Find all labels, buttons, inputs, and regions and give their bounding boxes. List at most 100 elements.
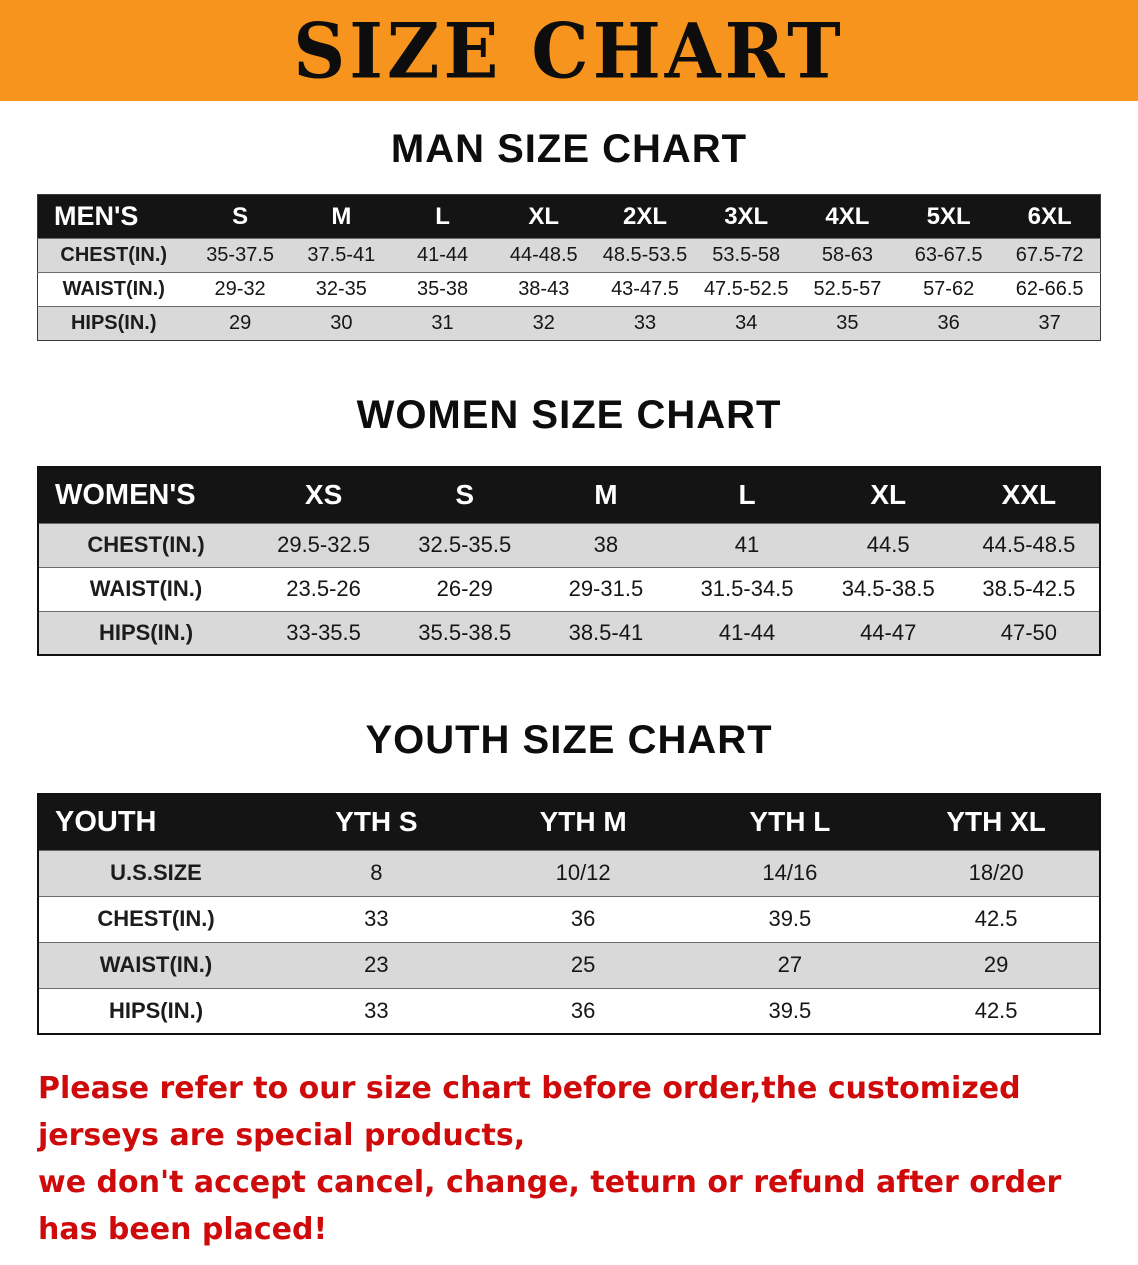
size-value: 41-44 xyxy=(676,610,818,655)
size-value: 29 xyxy=(893,941,1100,988)
table-row: U.S.SIZE 8 10/12 14/16 18/20 xyxy=(38,849,1100,896)
size-value: 44.5-48.5 xyxy=(958,522,1100,567)
women-size-table: WOMEN'S XS S M L XL XXL CHEST(IN.) 29.5-32.5 32.5… xyxy=(37,466,1101,656)
row-label: CHEST(IN.) xyxy=(37,238,190,273)
table-header-row: MEN'S S M L XL 2XL 3XL 4XL 5XL 6XL xyxy=(37,194,1101,239)
size-value: 23.5-26 xyxy=(253,566,395,611)
men-section-heading: MAN SIZE CHART xyxy=(390,127,748,171)
youth-section-heading: YOUTH SIZE CHART xyxy=(365,718,773,762)
size-value: 38 xyxy=(535,522,677,567)
size-column-header: 4XL xyxy=(796,194,899,239)
table-header-row: WOMEN'S XS S M L XL XXL xyxy=(38,467,1100,523)
size-value: 26-29 xyxy=(394,566,536,611)
size-column-header: YTH M xyxy=(479,794,687,850)
size-value: 33-35.5 xyxy=(253,610,395,655)
size-value: 33 xyxy=(273,895,480,942)
size-column-header: 5XL xyxy=(898,194,1000,239)
size-value: 36 xyxy=(479,987,687,1034)
size-value: 35-37.5 xyxy=(189,238,291,273)
size-value: 39.5 xyxy=(686,895,894,942)
banner: SIZE CHART xyxy=(0,0,1138,101)
size-value: 29-32 xyxy=(189,272,291,307)
size-column-header: L xyxy=(676,467,818,523)
size-value: 37 xyxy=(999,306,1101,341)
size-column-header: XL xyxy=(493,194,595,239)
size-value: 42.5 xyxy=(893,895,1100,942)
size-value: 38.5-41 xyxy=(535,610,677,655)
size-column-header: S xyxy=(394,467,536,523)
sections-container: MAN SIZE CHART MEN'S S M L XL 2XL 3XL 4XL 5XL 6XL C… xyxy=(0,127,1138,1035)
size-value: 8 xyxy=(273,849,480,896)
size-value: 67.5-72 xyxy=(999,238,1101,273)
table-row: WAIST(IN.) 29-32 32-35 35-38 38-43 43-47.5 47.… xyxy=(37,272,1101,307)
size-value: 29 xyxy=(189,306,291,341)
size-column-header: M xyxy=(535,467,677,523)
size-value: 48.5-53.5 xyxy=(594,238,696,273)
row-label: WAIST(IN.) xyxy=(37,272,190,307)
row-label: HIPS(IN.) xyxy=(38,610,253,655)
size-value: 41-44 xyxy=(391,238,494,273)
size-value: 58-63 xyxy=(796,238,899,273)
table-row: CHEST(IN.) 29.5-32.5 32.5-35.5 38 41 44.5 44.5… xyxy=(38,522,1100,567)
banner-title: SIZE CHART xyxy=(293,5,845,95)
size-value: 36 xyxy=(898,306,1000,341)
table-row: CHEST(IN.) 35-37.5 37.5-41 41-44 44-48.5 48.5… xyxy=(37,238,1101,273)
row-label: HIPS(IN.) xyxy=(38,987,273,1034)
size-value: 10/12 xyxy=(479,849,687,896)
row-label: U.S.SIZE xyxy=(38,849,273,896)
table-category-header: YOUTH xyxy=(38,794,273,850)
size-value: 42.5 xyxy=(893,987,1100,1034)
size-column-header: XL xyxy=(817,467,959,523)
table-row: WAIST(IN.) 23.5-26 26-29 29-31.5 31.5-34.5 34… xyxy=(38,566,1100,611)
section-men: MAN SIZE CHART MEN'S S M L XL 2XL 3XL 4XL 5XL 6XL C… xyxy=(0,127,1138,341)
size-value: 31 xyxy=(391,306,494,341)
disclaimer-line-1: Please refer to our size chart before or… xyxy=(38,1071,1021,1153)
size-value: 34 xyxy=(695,306,797,341)
size-value: 38.5-42.5 xyxy=(958,566,1100,611)
row-label: WAIST(IN.) xyxy=(38,941,273,988)
size-value: 30 xyxy=(290,306,392,341)
size-value: 47.5-52.5 xyxy=(695,272,797,307)
table-header-row: YOUTH YTH S YTH M YTH L YTH XL xyxy=(38,794,1100,850)
table-row: HIPS(IN.) 29 30 31 32 33 34 35 36 37 xyxy=(37,306,1101,341)
table-category-header: WOMEN'S xyxy=(38,467,253,523)
size-value: 29-31.5 xyxy=(535,566,677,611)
size-column-header: 2XL xyxy=(594,194,696,239)
section-youth: YOUTH SIZE CHART YOUTH YTH S YTH M YTH L YTH … xyxy=(0,718,1138,1035)
size-value: 39.5 xyxy=(686,987,894,1034)
row-label: WAIST(IN.) xyxy=(38,566,253,611)
size-value: 29.5-32.5 xyxy=(253,522,395,567)
row-label: HIPS(IN.) xyxy=(37,306,190,341)
size-column-header: YTH L xyxy=(686,794,894,850)
disclaimer-line-2: we don't accept cancel, change, teturn o… xyxy=(38,1165,1062,1247)
size-value: 43-47.5 xyxy=(594,272,696,307)
size-value: 53.5-58 xyxy=(695,238,797,273)
size-value: 33 xyxy=(594,306,696,341)
table-row: CHEST(IN.) 33 36 39.5 42.5 xyxy=(38,895,1100,942)
size-value: 18/20 xyxy=(893,849,1100,896)
men-size-table: MEN'S S M L XL 2XL 3XL 4XL 5XL 6XL CHEST(IN.) 35-37… xyxy=(37,194,1101,341)
size-value: 47-50 xyxy=(958,610,1100,655)
size-value: 35-38 xyxy=(391,272,494,307)
size-value: 35.5-38.5 xyxy=(394,610,536,655)
table-row: HIPS(IN.) 33 36 39.5 42.5 xyxy=(38,987,1100,1034)
size-value: 38-43 xyxy=(493,272,595,307)
size-value: 27 xyxy=(686,941,894,988)
size-value: 23 xyxy=(273,941,480,988)
size-value: 62-66.5 xyxy=(999,272,1101,307)
size-column-header: S xyxy=(189,194,291,239)
size-value: 63-67.5 xyxy=(898,238,1000,273)
row-label: CHEST(IN.) xyxy=(38,522,253,567)
size-column-header: YTH XL xyxy=(893,794,1100,850)
size-value: 14/16 xyxy=(686,849,894,896)
size-value: 57-62 xyxy=(898,272,1000,307)
size-value: 37.5-41 xyxy=(290,238,392,273)
size-value: 31.5-34.5 xyxy=(676,566,818,611)
table-category-header: MEN'S xyxy=(37,194,190,239)
size-value: 32.5-35.5 xyxy=(394,522,536,567)
size-column-header: YTH S xyxy=(273,794,480,850)
size-value: 44.5 xyxy=(817,522,959,567)
size-value: 52.5-57 xyxy=(796,272,899,307)
size-value: 36 xyxy=(479,895,687,942)
